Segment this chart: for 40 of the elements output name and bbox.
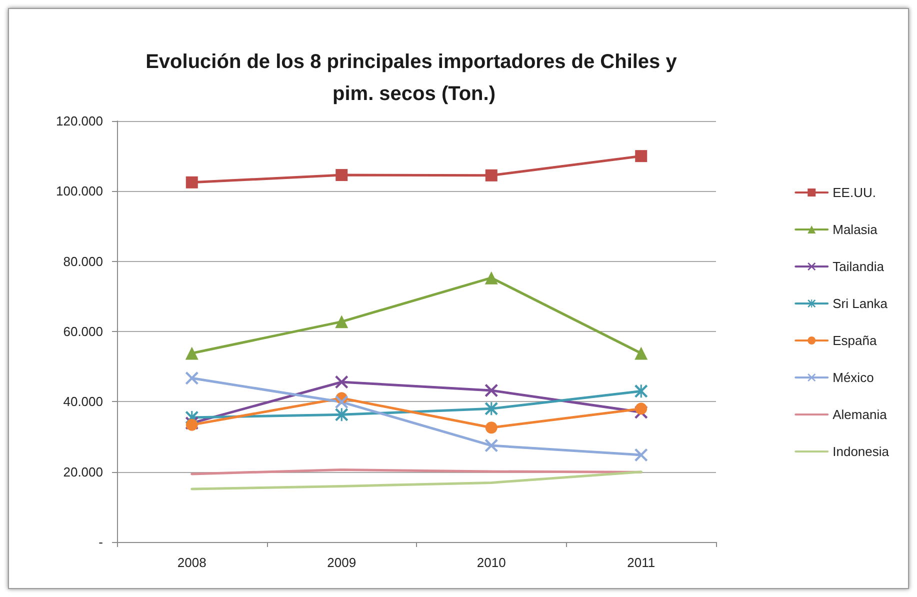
point <box>484 439 498 452</box>
y-tick-label: 80.000 <box>63 254 103 269</box>
legend-label: Sri Lanka <box>832 296 888 311</box>
point <box>185 346 198 360</box>
y-tick-label: 100.000 <box>56 184 103 199</box>
line-series <box>190 470 642 490</box>
y-tick-label: 20.000 <box>63 464 103 480</box>
point <box>185 372 198 385</box>
legend-label: Tailandia <box>832 259 885 274</box>
point <box>484 271 498 284</box>
point <box>634 448 648 462</box>
legend-label: España <box>832 333 878 348</box>
point <box>635 150 648 162</box>
y-tick-label: 120.000 <box>56 114 103 128</box>
point <box>484 384 498 397</box>
x-tick-label: 2011 <box>627 555 656 570</box>
legend-label: México <box>832 370 874 385</box>
point <box>634 384 648 398</box>
chart-title: Evolución de los 8 principales importadores de Chiles y pim. secos (Ton.) <box>146 51 682 105</box>
point <box>335 396 348 409</box>
x-tick-label: 2009 <box>327 555 356 570</box>
point <box>335 376 348 389</box>
x-tick-label: 2008 <box>177 555 206 570</box>
y-tick-label: 40.000 <box>63 394 103 410</box>
point <box>485 169 498 182</box>
legend-label: Malasia <box>832 222 878 237</box>
point <box>336 169 348 182</box>
point <box>335 408 348 422</box>
point <box>186 176 198 188</box>
y-tick-label: - <box>98 534 103 550</box>
legend-label: EE.UU. <box>832 185 876 200</box>
y-tick-label: 60.000 <box>63 324 103 339</box>
point <box>635 402 648 415</box>
point <box>335 315 348 328</box>
legend-label: Indonesia <box>832 444 890 459</box>
point <box>634 346 648 360</box>
x-tick-label: 2010 <box>476 555 506 570</box>
point <box>484 402 498 416</box>
legend-label: Alemania <box>832 407 888 422</box>
point <box>485 422 498 434</box>
